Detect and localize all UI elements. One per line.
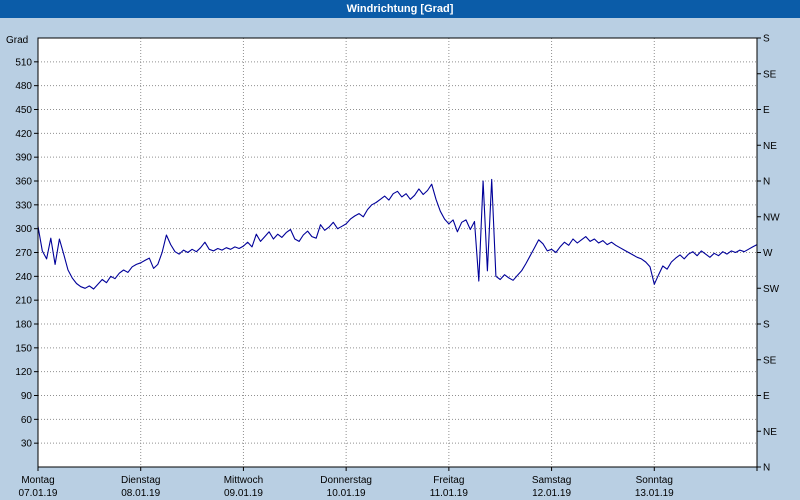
compass-label: N	[763, 177, 770, 188]
day-date-label: 07.01.19	[19, 488, 58, 499]
compass-label: SE	[763, 69, 777, 80]
day-name-label: Mittwoch	[224, 475, 263, 486]
day-name-label: Donnerstag	[320, 475, 372, 486]
compass-label: S	[763, 34, 770, 45]
day-name-label: Freitag	[433, 475, 464, 486]
compass-label: W	[763, 248, 773, 259]
day-name-label: Montag	[21, 475, 54, 486]
plot-border	[37, 37, 758, 468]
y-axis-tick-label: 30	[21, 439, 33, 450]
day-date-label: 13.01.19	[635, 488, 674, 499]
day-date-label: 11.01.19	[430, 488, 469, 499]
y-axis-tick-label: 210	[15, 296, 32, 307]
day-date-label: 10.01.19	[327, 488, 366, 499]
y-axis-tick-label: 450	[15, 105, 32, 116]
day-name-label: Sonntag	[636, 475, 673, 486]
plot-background	[38, 38, 757, 467]
y-axis-tick-label: 90	[21, 391, 33, 402]
y-axis-tick-label: 60	[21, 415, 33, 426]
compass-label: E	[763, 105, 770, 116]
y-axis-tick-label: 120	[15, 367, 32, 378]
compass-label: NE	[763, 141, 777, 152]
y-axis-unit-label: Grad	[6, 35, 28, 46]
compass-label: N	[763, 463, 770, 474]
y-axis-tick-label: 270	[15, 248, 32, 259]
day-name-label: Samstag	[532, 475, 571, 486]
y-axis-tick-label: 150	[15, 343, 32, 354]
chart-region: 30 60 90 120 150 180 210 240 270 300 330 360 390 420 4…	[0, 18, 800, 500]
compass-label: NW	[763, 212, 780, 223]
y-axis-tick-label: 420	[15, 129, 32, 140]
window-title: Windrichtung [Grad]	[346, 3, 454, 15]
compass-label: NE	[763, 427, 777, 438]
day-date-label: 09.01.19	[224, 488, 263, 499]
y-axis-tick-label: 510	[15, 57, 32, 68]
y-axis-tick-label: 240	[15, 272, 32, 283]
day-date-label: 08.01.19	[121, 488, 160, 499]
compass-label: SW	[763, 284, 780, 295]
day-name-label: Dienstag	[121, 475, 160, 486]
y-axis-tick-label: 360	[15, 177, 32, 188]
title-bar: Windrichtung [Grad]	[0, 0, 800, 18]
wind-direction-chart: 30 60 90 120 150 180 210 240 270 300 330 360 390 420 4…	[6, 34, 780, 500]
compass-label: E	[763, 391, 770, 402]
y-axis-tick-label: 390	[15, 153, 32, 164]
compass-label: S	[763, 320, 770, 331]
wind-direction-series-line	[37, 178, 758, 290]
y-axis-tick-label: 180	[15, 320, 32, 331]
y-axis-tick-label: 300	[15, 224, 32, 235]
day-date-label: 12.01.19	[532, 488, 571, 499]
y-axis-tick-label: 480	[15, 81, 32, 92]
compass-label: SE	[763, 355, 777, 366]
y-axis-tick-label: 330	[15, 200, 32, 211]
